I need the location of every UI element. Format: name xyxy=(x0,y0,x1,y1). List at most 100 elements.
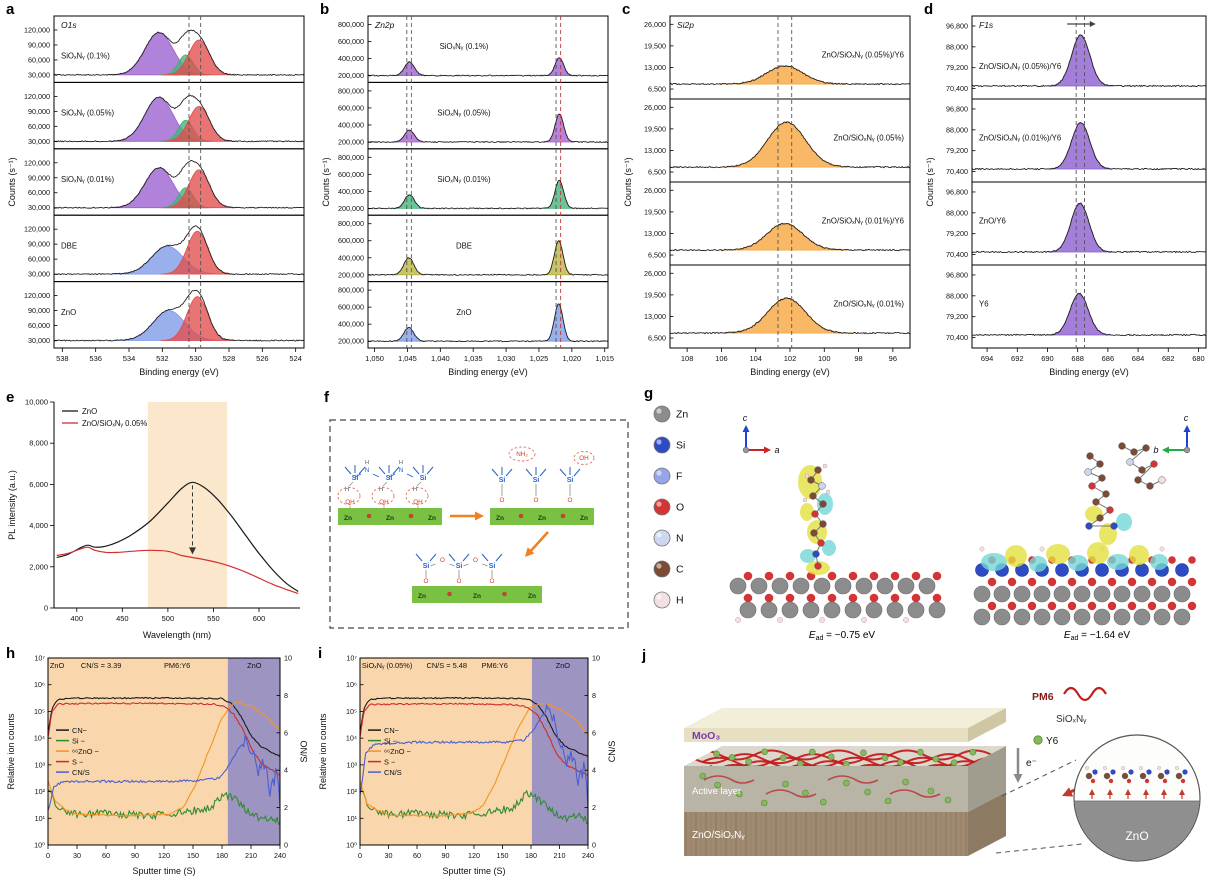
xps-sum-curve xyxy=(670,222,910,252)
spectrum-title: F1s xyxy=(979,20,994,30)
ytick-label: 19,500 xyxy=(644,207,666,216)
xtick-label: 60 xyxy=(413,851,421,860)
o-atom xyxy=(366,513,372,519)
zno-slab xyxy=(338,508,442,525)
si-label: Si xyxy=(352,475,359,482)
pl-spectra-chart: 0 2,000 4,000 6,000 8,000 10,000 400 450 500 550 6… xyxy=(7,398,300,640)
plot-annotation: SiOₓNᵧ (0.05%) xyxy=(362,661,412,670)
o-atom xyxy=(447,591,452,597)
charge-isosurface xyxy=(800,503,814,521)
ytick-label: 600,000 xyxy=(338,303,364,312)
xps-sum-curve xyxy=(368,114,608,144)
ytick-label: 600,000 xyxy=(338,37,364,46)
row-label: ZnO/SiOₓNᵧ (0.01%)/Y6 xyxy=(979,134,1061,143)
xps-row xyxy=(368,303,608,343)
axis-letter: c xyxy=(743,413,748,423)
axis-letter: b xyxy=(1153,445,1158,455)
xps-peak xyxy=(392,61,427,76)
legend-atom-label: C xyxy=(676,564,684,576)
row-label: ZnO/SiOₓNᵧ (0.05%)/Y6 xyxy=(979,62,1061,71)
si-label: Si xyxy=(533,477,540,484)
ytick-label: 13,000 xyxy=(644,146,666,155)
ytick-label: 70,400 xyxy=(946,167,968,176)
xps-sum-curve xyxy=(972,202,1206,254)
o-label: O xyxy=(500,497,505,504)
legend-label: CN/S xyxy=(72,768,90,777)
xps-peak xyxy=(544,57,575,76)
xtick-label: 120 xyxy=(468,851,480,860)
ytick-label: 13,000 xyxy=(644,312,666,321)
si-label: Si xyxy=(423,563,430,570)
panel-label-f: f xyxy=(324,389,329,406)
ytick-label: 6,500 xyxy=(648,251,666,260)
moo3-layer-top xyxy=(684,708,1006,728)
reacting-pair-ellipse xyxy=(337,487,361,505)
xtick-label: 536 xyxy=(89,354,102,363)
panel-label-c: c xyxy=(622,1,631,18)
arrow-head xyxy=(188,547,196,555)
ytick-label: 120,000 xyxy=(24,291,50,300)
x-axis-label: Sputter time (S) xyxy=(442,866,505,876)
xps-sum-curve xyxy=(670,121,910,169)
legend-atom-label: O xyxy=(676,502,684,514)
xtick-label: 686 xyxy=(1102,354,1115,363)
xtick-label: 60 xyxy=(102,851,110,860)
charge-isosurface xyxy=(1116,513,1132,531)
legend-label: S − xyxy=(72,757,83,766)
ytick-label: 79,200 xyxy=(946,229,968,238)
ytick-label: 600,000 xyxy=(338,236,364,245)
xtick-label: 688 xyxy=(1071,354,1084,363)
xps-peak xyxy=(544,113,575,143)
xps-row xyxy=(670,65,910,86)
zoom-connector xyxy=(1001,759,1077,797)
xtick-label: 90 xyxy=(442,851,450,860)
ytick-label: 400,000 xyxy=(338,253,364,262)
xps-si2p-chart: 6,500 13,000 19,500 26,000 Si2p ZnO/SiOₓNᵧ (0… xyxy=(623,15,911,377)
axis-letter: c xyxy=(1184,413,1189,423)
zn-label: Zn xyxy=(538,515,546,522)
rtick-label: 8 xyxy=(592,691,596,700)
ytick-label: 10⁶ xyxy=(34,680,45,689)
panel-h-sims-zno: h 10⁰ 10¹ 10² 10³ 10⁴ 10⁵ 10⁶ 10⁷ 0 2 4 6 8 10 0 30 60 90… xyxy=(4,645,310,879)
ytick-label: 19,500 xyxy=(644,41,666,50)
xps-sum-curve xyxy=(972,121,1206,171)
spectrum-title: Zn2p xyxy=(374,20,395,30)
xps-sum-curve xyxy=(368,57,608,77)
ytick-label: 88,000 xyxy=(946,125,968,134)
y-axis-label: Counts (s⁻¹) xyxy=(7,157,17,206)
ytick-label: 90,000 xyxy=(28,306,50,315)
xtick-label: 30 xyxy=(73,851,81,860)
xps-sum-curve xyxy=(54,289,304,342)
ytick-label: 26,000 xyxy=(644,103,666,112)
x-axis-label: Binding energy (eV) xyxy=(448,367,528,377)
zn-label: Zn xyxy=(528,593,536,600)
zn-label: Zn xyxy=(344,515,352,522)
panel-j-device-schematic: j MoO₃ Active layer ZnO/SiOₓNᵧ e⁻ PM6 Y6 SiOₓN… xyxy=(640,647,1214,879)
active-layer-front xyxy=(684,766,968,812)
h-label: H xyxy=(345,487,349,493)
ytick-label: 600,000 xyxy=(338,170,364,179)
xtick-label: 1,030 xyxy=(497,354,516,363)
ytick-label: 200,000 xyxy=(338,137,364,146)
sims-series-0 xyxy=(360,696,588,758)
rtick-label: 6 xyxy=(284,728,288,737)
h-label: H xyxy=(365,460,369,466)
xtick-label: 600 xyxy=(253,614,266,623)
zno-sphere-label: ZnO xyxy=(1125,829,1148,843)
o-atom xyxy=(502,591,507,597)
plot-annotation: ZnO xyxy=(247,661,262,670)
charge-isosurface xyxy=(1129,545,1149,565)
ytick-label: 10⁰ xyxy=(34,841,45,850)
spectrum-title: O1s xyxy=(61,20,77,30)
charge-isosurface xyxy=(1087,542,1109,564)
y-axis-label: PL intensity (a.u.) xyxy=(7,470,17,540)
panel-label-d: d xyxy=(924,1,934,18)
zno-layer-side xyxy=(968,792,1006,856)
ytick-label: 200,000 xyxy=(338,337,364,346)
ytick-label: 60,000 xyxy=(28,55,50,64)
zn-label: Zn xyxy=(580,515,588,522)
o-atom xyxy=(518,513,524,519)
xtick-label: 1,050 xyxy=(365,354,384,363)
